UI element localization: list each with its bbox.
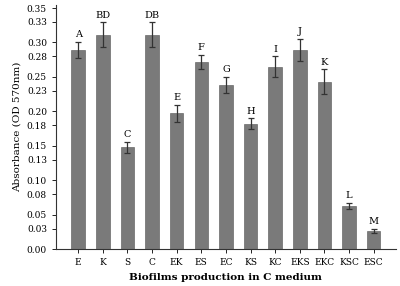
Bar	[96, 35, 110, 249]
X-axis label: Biofilms production in C medium: Biofilms production in C medium	[130, 273, 322, 282]
Bar	[293, 50, 306, 249]
Bar	[72, 50, 85, 249]
Text: K: K	[321, 57, 328, 67]
Text: DB: DB	[144, 11, 160, 20]
Text: BD: BD	[95, 11, 110, 20]
Text: L: L	[346, 191, 352, 200]
Bar	[145, 35, 159, 249]
Bar	[121, 147, 134, 249]
Text: E: E	[173, 94, 180, 102]
Bar	[318, 82, 331, 249]
Y-axis label: Absorbance (OD 570nm): Absorbance (OD 570nm)	[12, 62, 21, 192]
Text: J: J	[298, 27, 302, 36]
Text: G: G	[222, 65, 230, 74]
Bar	[367, 231, 380, 249]
Bar	[194, 62, 208, 249]
Bar	[170, 114, 184, 249]
Text: I: I	[273, 45, 277, 53]
Text: F: F	[198, 43, 205, 52]
Bar	[244, 124, 257, 249]
Text: A: A	[75, 30, 82, 39]
Text: H: H	[246, 106, 255, 116]
Text: C: C	[124, 130, 131, 139]
Bar	[342, 206, 356, 249]
Text: M: M	[368, 217, 379, 226]
Bar	[219, 85, 233, 249]
Bar	[268, 67, 282, 249]
